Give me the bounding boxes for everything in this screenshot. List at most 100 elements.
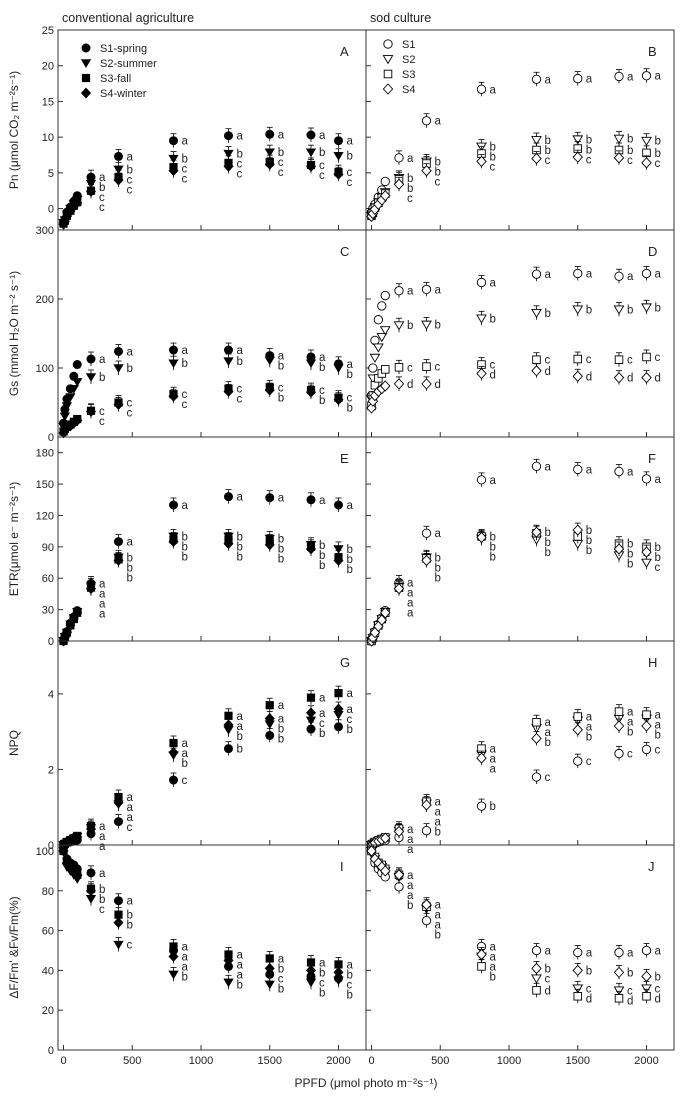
data-point: [86, 354, 96, 364]
significance-label: a: [435, 284, 442, 296]
significance-label: a: [347, 359, 354, 371]
significance-label: a: [182, 738, 189, 750]
significance-label: a: [99, 172, 106, 184]
data-point: [333, 168, 344, 180]
significance-label: c: [655, 983, 661, 995]
significance-label: d: [545, 985, 551, 997]
panel-letter-g: G: [340, 655, 350, 670]
significance-label: a: [182, 952, 189, 964]
significance-label: c: [182, 164, 188, 176]
data-point: [114, 151, 124, 161]
significance-label: a: [182, 500, 189, 512]
significance-label: c: [347, 714, 353, 726]
significance-label: b: [278, 553, 284, 565]
data-point: [114, 817, 124, 827]
y-tick-label: 40: [42, 965, 54, 977]
significance-label: a: [627, 717, 634, 729]
data-point: [641, 546, 652, 558]
significance-label: c: [99, 406, 105, 418]
data-point: [333, 966, 344, 978]
significance-label: c: [99, 192, 105, 204]
y-tick-label: 20: [42, 1005, 54, 1017]
y-tick-label: 5: [48, 168, 54, 180]
x-tick-label: 0: [60, 1055, 66, 1067]
x-tick-label: 500: [123, 1055, 141, 1067]
significance-label: a: [407, 607, 414, 619]
data-point: [224, 492, 234, 502]
significance-label: a: [407, 834, 414, 846]
y-axis-title: ΔF/Fm' &Fv/Fm(%): [7, 896, 21, 998]
data-point: [169, 136, 179, 146]
significance-label: b: [182, 972, 188, 984]
significance-label: b: [237, 731, 243, 743]
data-point: [369, 353, 381, 363]
data-point: [393, 869, 405, 881]
series-diamond: [366, 522, 652, 647]
significance-label: c: [655, 744, 661, 756]
data-point: [421, 320, 432, 330]
significance-label: a: [127, 896, 134, 908]
significance-label: b: [127, 910, 133, 922]
significance-label: c: [545, 155, 551, 167]
significance-label: a: [627, 271, 634, 283]
data-point: [333, 545, 344, 554]
data-point: [224, 131, 234, 141]
significance-label: a: [127, 812, 134, 824]
significance-label: b: [278, 533, 284, 545]
data-point: [573, 947, 583, 958]
data-point: [421, 799, 432, 811]
significance-label: a: [99, 588, 106, 600]
significance-label: a: [237, 492, 244, 504]
data-point: [333, 703, 344, 715]
significance-label: c: [182, 174, 188, 186]
data-point: [113, 174, 124, 186]
significance-label: c: [127, 184, 133, 196]
significance-label: b: [127, 572, 133, 584]
data-point: [168, 747, 179, 758]
series-diamond: [366, 845, 652, 984]
data-point: [614, 466, 624, 477]
legend-label: S3-fall: [100, 73, 131, 85]
data-point: [265, 493, 275, 503]
legend-label: S1-spring: [100, 43, 147, 55]
significance-label: c: [182, 775, 188, 787]
significance-label: b: [347, 724, 353, 736]
significance-label: a: [319, 957, 326, 969]
significance-label: c: [655, 562, 661, 574]
significance-label: b: [545, 537, 551, 549]
significance-label: a: [586, 722, 593, 734]
significance-label: b: [347, 969, 353, 981]
data-point: [85, 583, 97, 595]
series-diamond: [58, 845, 344, 980]
significance-label: b: [490, 972, 496, 984]
significance-label: a: [127, 151, 134, 163]
data-point: [333, 722, 343, 732]
data-point: [58, 845, 69, 857]
legend-label: S1: [402, 39, 415, 51]
data-point: [614, 947, 624, 958]
panel-letter-j: J: [648, 859, 655, 874]
data-point: [572, 305, 584, 315]
data-point: [223, 149, 234, 159]
data-point: [421, 116, 432, 126]
significance-label: c: [99, 904, 105, 916]
significance-label: b: [627, 727, 633, 739]
data-point: [59, 412, 71, 422]
significance-label: c: [127, 940, 133, 952]
series-diamond: [58, 156, 344, 230]
x-tick-label: 1000: [497, 1055, 521, 1067]
significance-label: a: [490, 277, 497, 289]
panel-letter-f: F: [648, 451, 656, 466]
significance-label: a: [435, 920, 442, 932]
data-point: [614, 707, 624, 716]
data-point: [531, 74, 542, 84]
data-point: [264, 148, 275, 158]
y-tick-label: 90: [42, 542, 54, 554]
series-diamond: [366, 149, 652, 223]
y-tick-label: 120: [36, 510, 54, 522]
significance-label: c: [278, 382, 284, 394]
data-point: [333, 152, 344, 161]
panel-letter-d: D: [648, 244, 657, 259]
data-point: [306, 130, 316, 140]
data-point: [372, 343, 384, 353]
